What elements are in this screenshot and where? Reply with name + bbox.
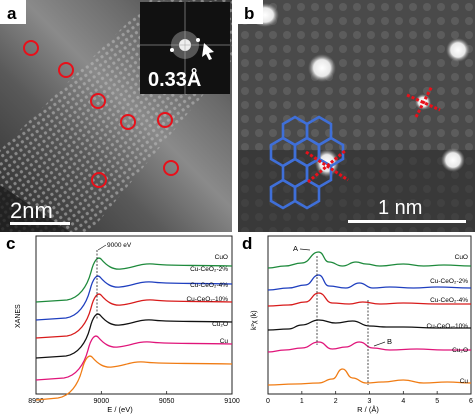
legend-label: Cu₂O (452, 347, 468, 354)
series-line (267, 319, 471, 331)
atom-circle (90, 93, 106, 109)
panel-b-scalebar (348, 220, 466, 223)
x-tick-label: 9100 (224, 398, 240, 405)
series-line (35, 335, 233, 381)
panel-d: d k²χ (k) R / (Å) 0 1 2 3 4 5 6 A B CuO Cu-CeO₂… (242, 234, 473, 414)
series-line (35, 257, 233, 303)
panel-c: c XANES E / (eV) 8950 9000 9050 9100 9000 e… (6, 234, 240, 414)
x-tick-label: 9000 (94, 398, 110, 405)
panel-c-xlabel: E / (eV) (107, 405, 133, 414)
cross-markers (305, 85, 441, 184)
arrow-icon (202, 43, 214, 60)
panel-d-xticks: 0 1 2 3 4 5 6 (266, 391, 473, 405)
panel-a-inset: 0.33Å (140, 2, 230, 94)
panel-d-annotation-b: B (387, 337, 392, 346)
panel-c-xticks: 8950 9000 9050 9100 (28, 391, 240, 405)
legend-label: Cu-CeO₂-2% (430, 278, 468, 285)
legend-label: Cu (460, 378, 469, 385)
panel-d-xlabel: R / (Å) (357, 405, 379, 414)
panel-a: 0.33Å a 2nm (0, 0, 232, 232)
x-tick-label: 1 (300, 398, 304, 405)
panel-c-ylabel: XANES (15, 304, 22, 328)
panel-c-curves (35, 257, 233, 401)
legend-label: Cu₂O (212, 321, 228, 328)
series-line (35, 313, 233, 359)
x-tick-label: 5 (435, 398, 439, 405)
legend-label: Cu-CeO₂-10% (186, 296, 228, 303)
legend-label: Cu (220, 338, 229, 345)
panel-b: b 1 nm (238, 0, 475, 232)
x-tick-label: 3 (368, 398, 372, 405)
panel-a-scalebar-text: 2nm (10, 198, 53, 223)
x-tick-label: 9050 (159, 398, 175, 405)
legend-label: Cu-CeO₂-4% (430, 297, 468, 304)
x-tick-label: 6 (469, 398, 473, 405)
hexagon-network (269, 115, 345, 210)
x-tick-label: 8950 (28, 398, 44, 405)
atom-circle (163, 160, 179, 176)
legend-label: Cu-CeO₂-10% (426, 323, 468, 330)
panel-c-label: c (6, 234, 15, 253)
series-line (35, 293, 233, 339)
x-tick-label: 0 (266, 398, 270, 405)
inset-label: 0.33Å (148, 67, 201, 91)
legend-label: CuO (455, 254, 468, 261)
legend-label: Cu-CeO₂-2% (190, 266, 228, 273)
series-line (35, 275, 233, 321)
x-tick-label: 2 (334, 398, 338, 405)
atom-circle (23, 40, 39, 56)
atom-circle (120, 114, 136, 130)
panel-c-legend: CuO Cu-CeO₂-2% Cu-CeO₂-4% Cu-CeO₂-10% Cu₂O Cu (186, 254, 228, 345)
panel-d-label: d (242, 234, 252, 253)
panel-d-annotation-a: A (293, 244, 298, 253)
panel-b-scalebar-text: 1 nm (378, 197, 422, 219)
panel-c-annotation: 9000 eV (107, 242, 132, 249)
series-line (35, 355, 233, 401)
panel-a-circles (23, 40, 179, 188)
panel-d-legend: CuO Cu-CeO₂-2% Cu-CeO₂-4% Cu-CeO₂-10% Cu₂O Cu (426, 254, 468, 385)
series-line (267, 292, 471, 307)
legend-label: Cu-CeO₂-4% (190, 282, 228, 289)
atom-circle (91, 172, 107, 188)
atom-circle (58, 62, 74, 78)
x-tick-label: 4 (401, 398, 405, 405)
atom-circle (157, 112, 173, 128)
legend-label: CuO (215, 254, 228, 261)
series-line (267, 368, 472, 386)
series-line (267, 341, 471, 353)
panel-c-axes (35, 235, 233, 395)
panel-d-ylabel: k²χ (k) (251, 310, 258, 330)
panel-d-curves (267, 251, 472, 386)
panel-a-label: a (7, 4, 17, 23)
panel-d-axes (267, 235, 472, 395)
panel-a-scalebar (10, 222, 70, 225)
series-line (267, 251, 472, 269)
panel-b-label: b (244, 4, 254, 23)
series-line (267, 274, 472, 291)
